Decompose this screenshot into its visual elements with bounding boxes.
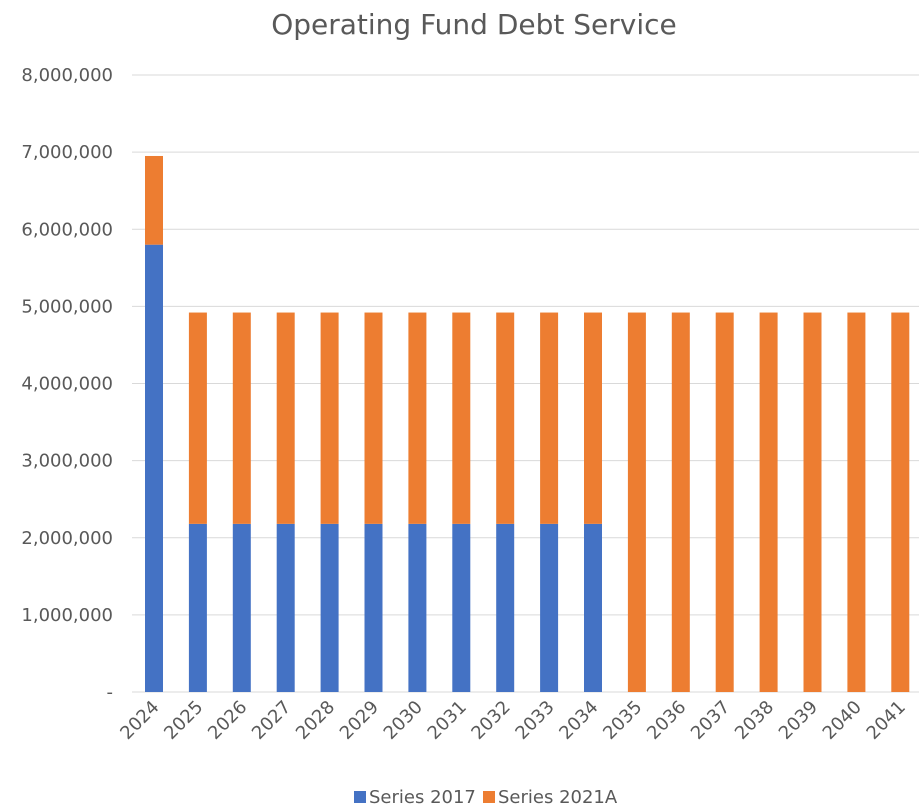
bar-series-2021a-2029 [364, 312, 383, 524]
legend: Series 2017 Series 2021A [354, 787, 618, 808]
bar-series-2021a-2039 [803, 312, 822, 692]
x-tick-label: 2033 [511, 697, 558, 744]
bar-series-2017-2026 [232, 523, 251, 692]
x-tick-label: 2028 [292, 697, 339, 744]
bar-series-2021a-2034 [584, 312, 602, 524]
y-axis-tick-labels: - 1,000,000 2,000,000 3,000,000 4,000,000 5,0… [21, 65, 113, 703]
bar-series-2021a-2032 [496, 312, 515, 524]
y-tick-label: 7,000,000 [21, 142, 113, 163]
bar-series-2021a-2038 [759, 312, 778, 692]
x-tick-label: 2031 [424, 697, 471, 744]
legend-label-series-2021a: Series 2021A [498, 787, 618, 808]
bar-series-2021a-2037 [715, 312, 734, 692]
legend-label-series-2017: Series 2017 [369, 787, 476, 808]
y-tick-label: - [107, 682, 114, 703]
bar-series-2017-2027 [276, 523, 295, 692]
bar-series-2017-2031 [452, 523, 471, 692]
x-tick-label: 2032 [467, 697, 514, 744]
grid-lines [132, 74, 919, 693]
x-tick-label: 2025 [160, 697, 207, 744]
x-axis-tick-labels: 2024202520262027202820292030203120322033… [116, 697, 910, 744]
bars [145, 155, 910, 693]
x-tick-label: 2029 [336, 697, 383, 744]
y-tick-label: 5,000,000 [21, 296, 113, 317]
legend-swatch-series-2017 [354, 791, 366, 803]
bar-series-2017-2033 [540, 523, 559, 692]
chart-title: Operating Fund Debt Service [271, 8, 677, 41]
bar-series-2021a-2041 [891, 312, 910, 692]
bar-series-2021a-2024 [145, 155, 163, 245]
bar-series-2021a-2025 [188, 312, 207, 524]
bar-series-2017-2034 [584, 523, 602, 692]
y-tick-label: 8,000,000 [21, 65, 113, 86]
x-tick-label: 2039 [775, 697, 822, 744]
y-tick-label: 3,000,000 [21, 451, 113, 472]
bar-series-2017-2032 [496, 523, 515, 692]
x-tick-label: 2026 [204, 697, 251, 744]
x-tick-label: 2038 [731, 697, 778, 744]
y-tick-label: 2,000,000 [21, 528, 113, 549]
y-tick-label: 4,000,000 [21, 374, 113, 395]
bar-series-2021a-2035 [627, 312, 646, 692]
bar-series-2021a-2027 [276, 312, 295, 524]
bar-series-2021a-2040 [847, 312, 866, 692]
bar-series-2021a-2031 [452, 312, 471, 524]
x-tick-label: 2041 [863, 697, 910, 744]
bar-series-2017-2030 [408, 523, 427, 692]
x-tick-label: 2030 [380, 697, 427, 744]
bar-series-2017-2028 [320, 523, 339, 692]
x-tick-label: 2036 [643, 697, 690, 744]
x-tick-label: 2027 [248, 697, 295, 744]
bar-series-2021a-2030 [408, 312, 427, 524]
bar-series-2021a-2028 [320, 312, 339, 524]
legend-swatch-series-2021a [483, 791, 495, 803]
y-tick-label: 6,000,000 [21, 219, 113, 240]
bar-series-2021a-2033 [540, 312, 559, 524]
bar-series-2017-2024 [145, 244, 163, 693]
bar-series-2021a-2026 [232, 312, 251, 524]
x-tick-label: 2035 [599, 697, 646, 744]
bar-series-2021a-2036 [671, 312, 690, 692]
x-tick-label: 2037 [687, 697, 734, 744]
x-tick-label: 2034 [555, 697, 602, 744]
y-tick-label: 1,000,000 [21, 605, 113, 626]
x-tick-label: 2040 [819, 697, 866, 744]
bar-series-2017-2029 [364, 523, 383, 692]
x-tick-label: 2024 [116, 697, 163, 744]
bar-series-2017-2025 [188, 523, 207, 692]
